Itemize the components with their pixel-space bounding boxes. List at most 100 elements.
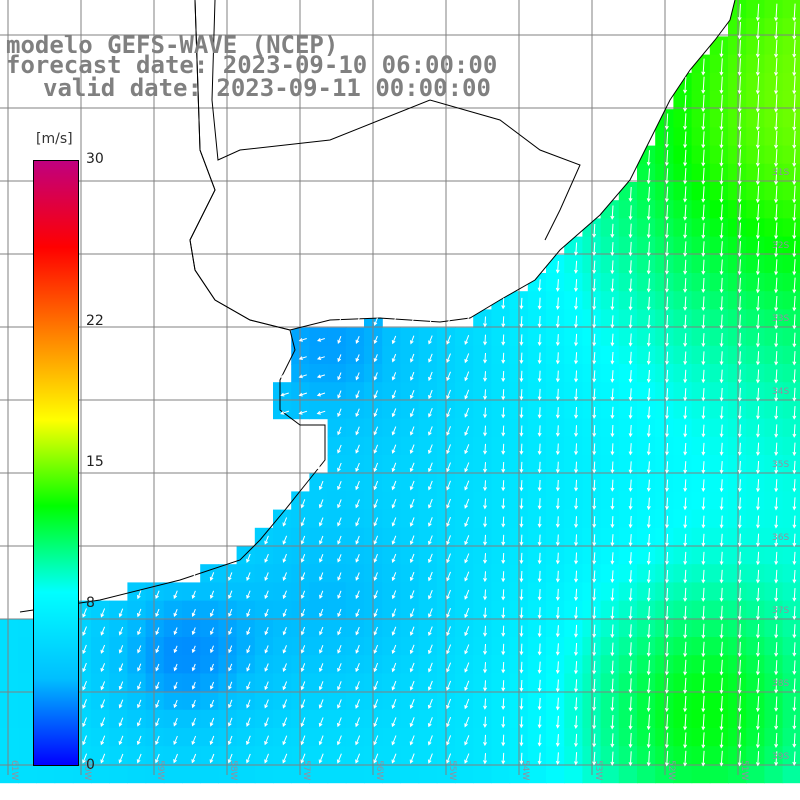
wind-cell: [236, 691, 256, 711]
wind-cell: [345, 746, 365, 765]
wind-cell: [382, 400, 401, 420]
wind-arrow: [391, 608, 397, 618]
wind-cell: [273, 728, 292, 747]
wind-arrow: [264, 663, 269, 672]
wind-arrow: [409, 680, 415, 691]
wind-cell: [618, 400, 638, 420]
wind-cell: [182, 618, 201, 638]
wind-cell: [618, 364, 638, 383]
wind-arrow: [774, 314, 779, 330]
wind-cell: [218, 746, 238, 765]
wind-arrow: [592, 406, 597, 419]
wind-cell: [728, 473, 747, 492]
wind-arrow: [574, 297, 578, 311]
wind-arrow: [592, 606, 597, 620]
wind-cell: [491, 582, 511, 602]
wind-cell: [236, 746, 256, 765]
wind-arrow: [519, 570, 524, 583]
wind-cell: [709, 691, 729, 711]
wind-arrow: [719, 497, 724, 511]
colorbar: [33, 160, 79, 766]
wind-cell: [709, 163, 729, 183]
wind-cell: [564, 364, 583, 383]
wind-cell: [564, 618, 583, 638]
wind-arrow: [228, 627, 233, 636]
wind-arrow: [137, 663, 142, 672]
wind-arrow: [701, 641, 706, 658]
wind-arrow: [737, 587, 742, 602]
wind-arrow: [337, 626, 342, 636]
wind-cell: [145, 746, 165, 765]
wind-cell: [218, 618, 238, 638]
wind-cell: [709, 127, 729, 147]
wind-cell: [309, 728, 329, 747]
wind-arrow: [774, 551, 779, 566]
wind-cell: [600, 618, 620, 638]
wind-arrow: [737, 296, 742, 312]
wind-arrow: [737, 21, 742, 40]
wind-arrow: [501, 389, 506, 401]
wind-arrow: [373, 390, 378, 399]
wind-cell: [491, 637, 511, 656]
wind-cell: [491, 491, 511, 511]
wind-arrow: [136, 753, 142, 764]
wind-arrow: [501, 552, 506, 565]
axis-labels: 61W 60W 59W 58W 57W 56W 55W 54W 53W 52W 51W31S32S3…: [9, 168, 789, 780]
wind-arrow: [755, 21, 760, 40]
wind-arrow: [464, 516, 470, 528]
wind-cell: [637, 436, 656, 456]
wind-arrow: [664, 168, 669, 185]
wind-arrow: [756, 515, 760, 529]
wind-cell: [691, 109, 711, 128]
wind-cell: [746, 345, 765, 365]
wind-arrow: [464, 626, 470, 637]
wind-cell: [709, 473, 729, 492]
wind-arrow: [737, 515, 742, 529]
wind-cell: [400, 436, 420, 456]
wind-cell: [345, 527, 365, 547]
wind-arrow: [409, 408, 415, 418]
wind-cell: [746, 36, 765, 56]
wind-cell: [673, 200, 693, 219]
wind-arrow: [774, 751, 779, 767]
wind-cell: [546, 728, 565, 747]
wind-arrow: [792, 533, 797, 547]
wind-cell: [473, 345, 492, 365]
lon-label: 58W: [228, 760, 238, 780]
wind-cell: [18, 764, 37, 784]
wind-cell: [109, 655, 128, 674]
wind-cell: [728, 637, 747, 656]
wind-arrow: [373, 535, 379, 545]
wind-cell: [673, 491, 693, 511]
wind-cell: [18, 673, 37, 693]
wind-arrow: [537, 643, 542, 656]
wind-arrow: [282, 590, 287, 600]
colorbar-tick-22: 22: [86, 312, 104, 329]
wind-cell: [673, 127, 693, 147]
wind-arrow: [537, 443, 542, 456]
wind-cell: [764, 109, 784, 128]
wind-arrow: [683, 204, 688, 221]
wind-cell: [145, 655, 165, 674]
wind-cell: [109, 709, 128, 729]
wind-arrow: [464, 680, 470, 691]
wind-arrow: [610, 678, 615, 694]
wind-arrow: [628, 588, 633, 602]
wind-cell: [564, 673, 583, 693]
wind-arrow: [774, 167, 779, 186]
wind-cell: [400, 618, 420, 638]
wind-arrow: [683, 551, 688, 566]
wind-arrow: [719, 351, 724, 366]
wind-arrow: [592, 642, 597, 657]
wind-cell: [600, 746, 620, 765]
wind-arrow: [373, 499, 379, 509]
wind-arrow: [409, 662, 415, 673]
wind-arrow: [391, 390, 397, 399]
wind-cell: [527, 345, 547, 365]
wind-arrow: [537, 279, 542, 292]
wind-arrow: [719, 479, 724, 493]
wind-arrow: [355, 499, 360, 509]
colorbar-tick-30: 30: [86, 151, 104, 167]
wind-arrow: [173, 627, 178, 636]
valid-date: valid date: 2023-09-11 00:00:00: [43, 74, 491, 102]
